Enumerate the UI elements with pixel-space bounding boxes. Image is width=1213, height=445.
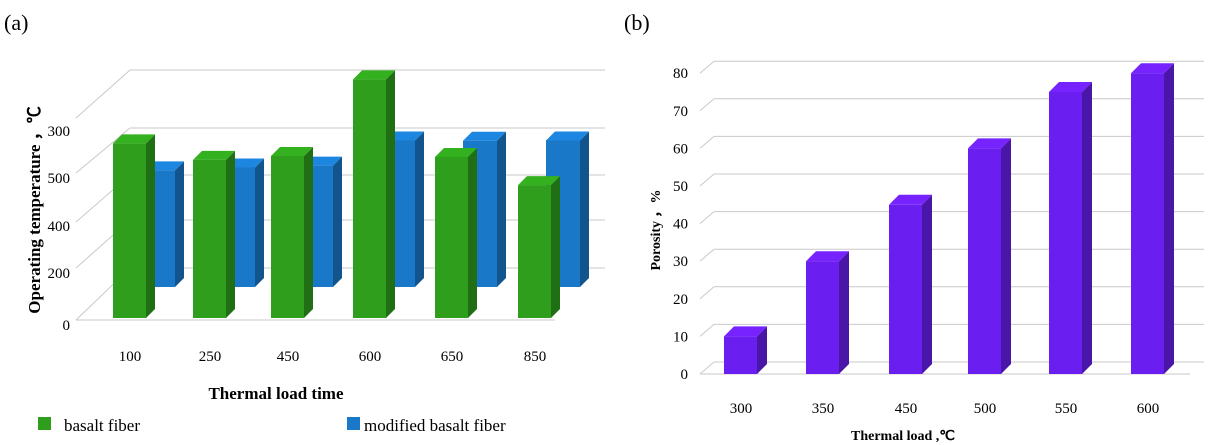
chart-b-y-tick-label: 0 xyxy=(681,367,689,383)
chart-a-x-tick-label: 850 xyxy=(524,349,547,365)
chart-a-y-tick-label: 0 xyxy=(63,318,71,334)
chart-a-gridline-depth xyxy=(75,69,131,119)
chart-b: (b) 0 10 20 30 40 50 60 70 80 300 350 450 500 550 600… xyxy=(624,10,1204,444)
chart-b-y-tick-label: 10 xyxy=(673,329,688,345)
legend-swatch-modified-basalt-fiber xyxy=(347,417,360,430)
chart-a-y-tick-label: 400 xyxy=(48,219,71,235)
bar-basalt-fiber xyxy=(435,147,477,318)
chart-a-panel-label: (a) xyxy=(4,10,28,35)
chart-a-x-tick-label: 450 xyxy=(277,349,300,365)
bar-basalt-fiber xyxy=(353,70,395,318)
bar-basalt-fiber xyxy=(113,134,155,318)
chart-b-x-ticks: 300 350 450 500 550 600 xyxy=(730,401,1160,417)
chart-b-y-tick-label: 70 xyxy=(673,104,688,120)
chart-b-y-tick-label: 30 xyxy=(673,254,688,270)
chart-b-gridline-depth xyxy=(699,173,715,187)
chart-a-x-tick-label: 600 xyxy=(359,349,382,365)
chart-a-y-ticks: 0 200 400 500 300 xyxy=(48,124,71,334)
legend-swatch-basalt-fiber xyxy=(38,417,51,430)
chart-b-x-axis-title: Thermal load ,℃ xyxy=(851,429,955,444)
legend-label-modified-basalt-fiber: modified basalt fiber xyxy=(364,416,506,435)
chart-a-legend: basalt fiber modified basalt fiber xyxy=(38,416,506,435)
chart-b-x-tick-label: 300 xyxy=(730,401,753,417)
bar-basalt-fiber xyxy=(193,150,235,318)
chart-b-y-ticks: 0 10 20 30 40 50 60 70 80 xyxy=(673,66,688,383)
chart-a-y-axis-title: Operating temperature ，℃ xyxy=(25,106,44,313)
chart-b-gridlines xyxy=(699,60,1204,375)
chart-b-y-axis-title: Porosity ，% xyxy=(649,189,664,270)
chart-a-y-tick-label: 200 xyxy=(48,266,71,282)
chart-b-x-tick-label: 600 xyxy=(1137,401,1160,417)
chart-b-x-tick-label: 450 xyxy=(895,401,918,417)
chart-b-gridline-depth xyxy=(699,136,715,149)
chart-a: (a) 0 200 400 500 300 100 250 450 600 650 850 The… xyxy=(4,10,605,435)
chart-b-gridline-depth xyxy=(699,60,715,74)
legend-label-basalt-fiber: basalt fiber xyxy=(64,416,140,435)
bar-basalt-fiber xyxy=(271,147,313,318)
bar-basalt-fiber xyxy=(518,176,560,318)
chart-b-panel-label: (b) xyxy=(624,10,650,35)
chart-b-gridline-depth xyxy=(699,286,715,300)
chart-a-x-tick-label: 250 xyxy=(199,349,222,365)
chart-b-gridline-depth xyxy=(699,361,715,375)
chart-b-y-tick-label: 40 xyxy=(673,217,688,233)
chart-a-x-axis-title: Thermal load time xyxy=(208,384,343,403)
chart-a-bars xyxy=(113,70,589,318)
bar-porosity xyxy=(806,251,849,374)
chart-b-x-tick-label: 550 xyxy=(1055,401,1078,417)
chart-b-y-tick-label: 60 xyxy=(673,141,688,157)
chart-b-y-tick-label: 80 xyxy=(673,66,688,82)
chart-b-x-tick-label: 350 xyxy=(812,401,835,417)
chart-a-y-tick-label: 300 xyxy=(48,124,71,140)
chart-a-x-tick-label: 650 xyxy=(441,349,464,365)
chart-a-x-ticks: 100 250 450 600 650 850 xyxy=(119,349,547,365)
chart-b-bars xyxy=(724,63,1174,374)
bar-porosity xyxy=(1131,63,1174,374)
chart-b-gridline-depth xyxy=(699,248,715,262)
chart-b-gridline-depth xyxy=(699,211,715,224)
chart-a-y-tick-label: 500 xyxy=(48,171,71,187)
chart-a-x-tick-label: 100 xyxy=(119,349,142,365)
bar-porosity xyxy=(889,194,932,374)
chart-b-gridline-depth xyxy=(699,324,715,337)
chart-b-y-tick-label: 50 xyxy=(673,179,688,195)
bar-porosity xyxy=(724,326,767,374)
bar-porosity xyxy=(968,138,1011,374)
chart-b-y-tick-label: 20 xyxy=(673,292,688,308)
bar-porosity xyxy=(1049,82,1092,374)
chart-b-gridline-depth xyxy=(699,98,715,112)
chart-b-x-tick-label: 500 xyxy=(974,401,997,417)
